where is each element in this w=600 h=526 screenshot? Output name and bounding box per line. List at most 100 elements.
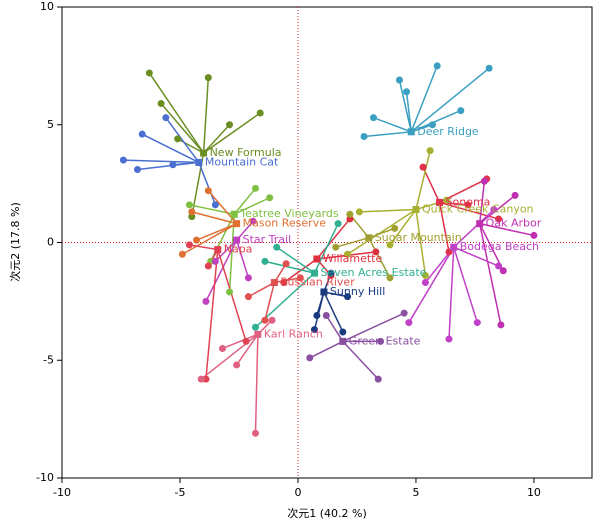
point <box>138 130 146 138</box>
point <box>226 288 234 296</box>
group-label: Willamette <box>323 252 383 265</box>
spoke <box>160 103 205 154</box>
spoke <box>316 291 325 316</box>
point <box>405 319 413 327</box>
spoke <box>342 312 405 343</box>
x-tick-label: 0 <box>294 486 301 499</box>
spoke <box>408 246 455 323</box>
point <box>403 88 411 96</box>
spoke <box>325 315 344 342</box>
spoke <box>415 209 427 276</box>
point <box>327 269 335 277</box>
spoke <box>373 116 412 133</box>
point <box>197 375 205 383</box>
spoke <box>254 334 259 434</box>
spoke <box>347 208 417 255</box>
point <box>480 177 488 185</box>
point <box>169 161 177 169</box>
y-tick-label: -5 <box>43 353 54 366</box>
spoke <box>264 282 276 321</box>
spoke <box>274 277 301 284</box>
point <box>322 312 330 320</box>
spoke <box>478 223 502 326</box>
spoke <box>316 218 351 260</box>
y-axis-label: 次元2 (17.8 %) <box>8 202 22 282</box>
centroid <box>230 210 238 218</box>
spoke <box>438 202 450 253</box>
point <box>386 241 394 249</box>
point <box>178 250 186 258</box>
point <box>211 201 219 209</box>
point <box>419 163 427 171</box>
x-tick-label: -10 <box>53 486 71 499</box>
point <box>256 109 264 117</box>
point <box>242 337 250 345</box>
point <box>202 297 210 305</box>
point <box>443 196 451 204</box>
point <box>249 217 257 225</box>
point <box>251 429 259 437</box>
spoke <box>453 208 495 248</box>
spoke <box>453 246 479 323</box>
spoke <box>233 187 257 215</box>
point <box>346 210 354 218</box>
spoke <box>248 281 275 298</box>
x-tick-label: 10 <box>527 486 541 499</box>
spoke <box>422 166 441 203</box>
point <box>334 220 342 228</box>
point <box>428 121 436 129</box>
centroid <box>407 128 415 136</box>
y-tick-label: -10 <box>36 471 54 484</box>
point <box>332 243 340 251</box>
spoke <box>398 79 412 132</box>
point <box>374 375 382 383</box>
point <box>185 241 193 249</box>
spoke <box>191 211 237 225</box>
point <box>296 274 304 282</box>
point <box>244 274 252 282</box>
point <box>193 236 201 244</box>
group-label: Sonoma <box>446 195 491 208</box>
spoke <box>172 161 199 166</box>
point <box>145 69 153 77</box>
point <box>273 243 281 251</box>
centroid <box>313 255 321 263</box>
spoke <box>342 340 379 380</box>
y-tick-label: 0 <box>47 236 54 249</box>
point <box>268 316 276 324</box>
centroid <box>365 234 373 242</box>
point <box>313 312 321 320</box>
point <box>369 114 377 122</box>
centroid <box>412 206 420 214</box>
point <box>497 321 505 329</box>
spoke <box>368 237 391 279</box>
centroid <box>214 246 222 254</box>
point <box>233 361 241 369</box>
point <box>473 319 481 327</box>
point <box>261 257 269 265</box>
point <box>119 156 127 164</box>
point <box>204 262 212 270</box>
spoke <box>177 138 204 154</box>
point <box>162 114 170 122</box>
spoke <box>203 112 261 154</box>
group-label: Oak Arbor <box>486 217 542 230</box>
spoke <box>235 239 250 279</box>
spoke <box>203 124 231 154</box>
spoke <box>148 72 205 154</box>
point <box>261 316 269 324</box>
group-label: Sugar Mountain <box>375 231 462 244</box>
point <box>426 147 434 155</box>
point <box>391 224 399 232</box>
spoke <box>181 223 237 255</box>
spoke <box>439 201 468 206</box>
spoke <box>363 131 412 138</box>
group-label: Mountain Cat <box>205 155 279 168</box>
centroid <box>320 288 328 296</box>
spoke <box>202 77 210 154</box>
point <box>511 191 519 199</box>
group-label: Sunny Hill <box>330 285 385 298</box>
spoke <box>217 249 247 342</box>
point <box>386 274 394 282</box>
point <box>377 337 385 345</box>
